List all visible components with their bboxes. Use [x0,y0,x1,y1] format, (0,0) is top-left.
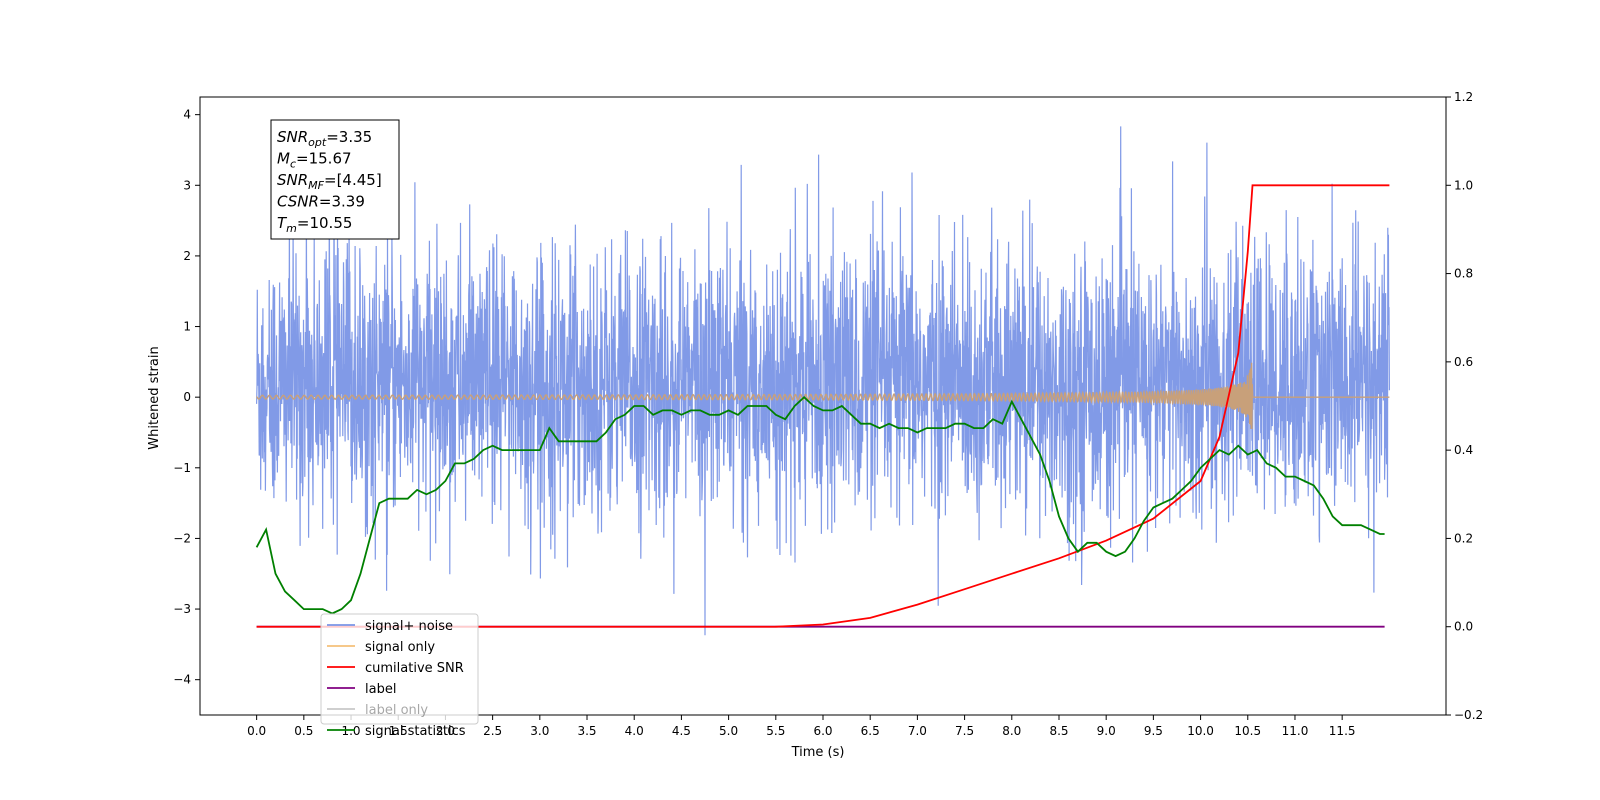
x-axis-label: Time (s) [791,745,845,760]
y-tick-label-left: −3 [173,602,191,616]
y-tick-label-left: 2 [183,249,191,263]
x-tick-label: 6.0 [813,724,832,738]
y-tick-label-right: 1.0 [1454,178,1473,192]
x-tick-label: 5.5 [766,724,785,738]
y-tick-label-left: 1 [183,320,191,334]
y-tick-label-right: 0.0 [1454,620,1473,634]
y-tick-label-right: −0.2 [1454,708,1483,722]
noise-series-layer [256,126,1390,636]
annotation-line: SNRopt=3.35 [277,128,372,149]
x-tick-label: 7.5 [955,724,974,738]
x-tick-label: 8.0 [1002,724,1021,738]
x-tick-label: 4.0 [625,724,644,738]
annotation-box: SNRopt=3.35Mc=15.67SNRMF=[4.45]CSNR=3.39… [270,119,400,240]
x-tick-label: 0.0 [247,724,266,738]
x-tick-label: 1.5 [389,724,408,738]
tick-layer: 0.0 0.5 1.0 1.5 2.0 2.5 3.0 3.5 4.0 4.5 5.0 5.5 6.0 6… [173,90,1483,738]
x-tick-label: 5.0 [719,724,738,738]
legend-label: label [365,682,396,697]
signal-series-layer [256,362,1390,430]
legend-label: signal statistics [365,724,466,739]
y-tick-label-right: 0.4 [1454,443,1473,457]
x-tick-label: 10.0 [1187,724,1214,738]
x-tick-label: 8.5 [1049,724,1068,738]
y-tick-label-right: 0.8 [1454,267,1473,281]
x-tick-label: 1.0 [341,724,360,738]
signal-only-line [256,362,1390,430]
x-tick-label: 9.0 [1097,724,1116,738]
y-axis-label-left: Whitened strain [147,346,162,449]
x-tick-label: 6.5 [861,724,880,738]
x-tick-label: 3.0 [530,724,549,738]
legend-label: signal only [365,640,435,655]
cumilative-snr-line [256,184,1390,628]
x-tick-label: 7.0 [908,724,927,738]
y-tick-label-left: 0 [183,390,191,404]
x-tick-label: 2.5 [483,724,502,738]
x-tick-label: 0.5 [294,724,313,738]
legend-label: cumilative SNR [365,661,464,676]
x-tick-label: 9.5 [1144,724,1163,738]
y-tick-label-left: −1 [173,461,191,475]
x-tick-label: 11.0 [1282,724,1309,738]
y-tick-label-left: 3 [183,178,191,192]
y-tick-label-right: 0.2 [1454,531,1473,545]
legend-frame [320,613,479,725]
signal-noise-line [256,126,1390,636]
y-tick-label-left: 4 [183,108,191,122]
legend-label: label only [365,703,428,718]
annotation-line: Mc=15.67 [277,150,352,171]
x-tick-label: 10.5 [1234,724,1261,738]
annotation-line: CSNR=3.39 [277,193,365,211]
y-tick-label-right: 0.6 [1454,355,1473,369]
annotation-line: Tm=10.55 [277,214,352,235]
signal-statistics-line [255,395,1385,615]
y-tick-label-left: −4 [173,673,191,687]
legend-label: signal+ noise [365,619,453,634]
x-tick-label: 2.0 [436,724,455,738]
y-tick-label-right: 1.2 [1454,90,1473,104]
x-tick-label: 4.5 [672,724,691,738]
annotation-frame [270,119,400,240]
y-tick-label-left: −2 [173,531,191,545]
annotation-line: SNRMF=[4.45] [277,171,382,192]
x-tick-label: 3.5 [577,724,596,738]
legend: signal+ noise signal only cumilative SNR la… [320,613,479,739]
x-tick-label: 11.5 [1329,724,1356,738]
